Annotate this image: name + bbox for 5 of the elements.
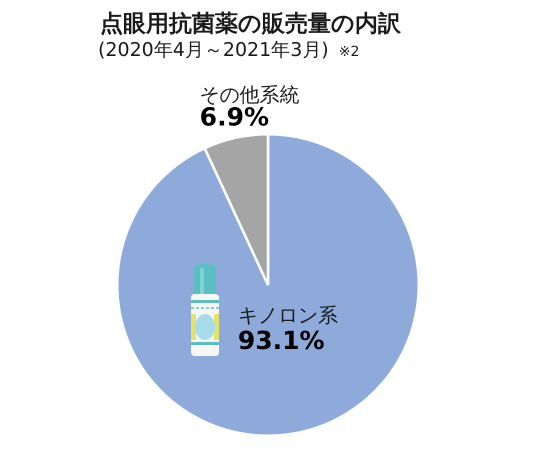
chart-subtitle: (2020年4月～2021年3月) (98, 39, 329, 61)
chart-title: 点眼用抗菌薬の販売量の内訳 (100, 10, 401, 39)
text: ※2 (338, 44, 360, 60)
data-label: 93.1% (238, 326, 325, 356)
slice-label: キノロン系 (238, 302, 338, 327)
